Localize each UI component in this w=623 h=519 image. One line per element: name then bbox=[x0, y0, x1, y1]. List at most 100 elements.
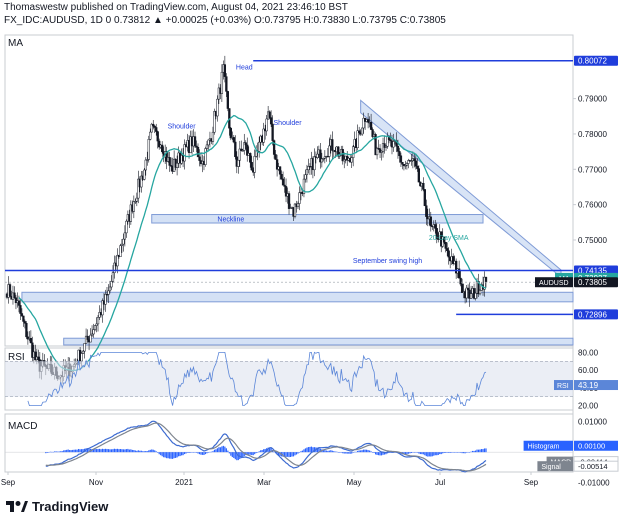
macd-histogram-bar bbox=[161, 452, 163, 457]
candle-body bbox=[223, 64, 227, 77]
macd-histogram-bar bbox=[307, 447, 310, 453]
candle-body bbox=[307, 166, 310, 171]
candle-body bbox=[356, 130, 359, 148]
annotation-label: Neckline bbox=[217, 217, 244, 224]
macd-histogram-bar bbox=[279, 452, 281, 456]
macd-histogram-bar bbox=[264, 448, 266, 453]
rsi-tick-label: 20.00 bbox=[578, 402, 599, 411]
macd-histogram-bar bbox=[222, 445, 224, 453]
macd-histogram-bar bbox=[298, 452, 301, 453]
candle-body bbox=[323, 156, 326, 159]
macd-histogram-bar bbox=[179, 452, 181, 457]
candle-body bbox=[265, 118, 268, 132]
candle-body bbox=[338, 155, 341, 157]
macd-histogram-bar bbox=[72, 449, 74, 453]
macd-histogram-bar bbox=[63, 450, 65, 453]
candle-body bbox=[399, 155, 403, 163]
macd-histogram-bar bbox=[233, 452, 235, 459]
candle-body bbox=[246, 144, 249, 156]
candle-body bbox=[26, 336, 30, 340]
candle-body bbox=[358, 130, 361, 133]
tradingview-logo[interactable]: TradingView bbox=[6, 497, 108, 515]
candle-body bbox=[161, 144, 164, 153]
candle-body bbox=[320, 158, 324, 163]
chart[interactable]: Head Shoulder Shoulder Neckline 20-Day SMA Se… bbox=[0, 0, 623, 490]
macd-histogram-bar bbox=[158, 452, 160, 455]
candle-body bbox=[434, 224, 437, 229]
macd-histogram-bar bbox=[51, 451, 53, 453]
macd-histogram-bar bbox=[360, 450, 362, 453]
macd-histogram-bar bbox=[243, 452, 245, 457]
macd-histogram-bar bbox=[210, 451, 213, 453]
macd-histogram-bar bbox=[122, 449, 124, 453]
macd-histogram-bar bbox=[149, 449, 151, 453]
macd-histogram-bar bbox=[277, 452, 280, 456]
macd-histogram-bar bbox=[236, 452, 238, 461]
macd-histogram-bar bbox=[166, 452, 168, 459]
macd-histogram-bar bbox=[449, 452, 451, 453]
candle-body bbox=[243, 142, 246, 151]
macd-histogram-bar bbox=[242, 452, 244, 458]
candle-body bbox=[122, 238, 125, 245]
macd-histogram-bar bbox=[49, 451, 51, 453]
macd-histogram-bar bbox=[173, 452, 175, 459]
symbol-ohlc: FX_IDC:AUDUSD, 1D 0 0.73812 ▲ +0.00025 (… bbox=[4, 15, 446, 26]
macd-histogram-bar bbox=[419, 452, 421, 455]
candle-body bbox=[150, 123, 153, 133]
candle-body bbox=[278, 166, 282, 175]
macd-histogram-bar bbox=[452, 452, 454, 453]
macd-histogram-bar bbox=[209, 451, 211, 453]
macd-histogram-bar bbox=[304, 448, 307, 453]
macd-histogram-bar bbox=[412, 452, 414, 453]
macd-histogram-bar bbox=[227, 450, 229, 453]
macd-histogram-bar bbox=[421, 452, 423, 455]
macd-histogram-bar bbox=[269, 447, 271, 453]
pane-title-rsi: RSI bbox=[8, 352, 25, 363]
candle-body bbox=[435, 228, 438, 239]
candle-body bbox=[196, 147, 200, 158]
macd-histogram-bar bbox=[427, 452, 429, 457]
macd-histogram-bar bbox=[203, 452, 205, 456]
candle-body bbox=[396, 145, 400, 152]
macd-histogram-bar bbox=[376, 452, 378, 455]
annotation-label: 20-Day SMA bbox=[429, 235, 469, 242]
macd-histogram-bar bbox=[460, 452, 462, 453]
candle-body bbox=[446, 248, 449, 252]
macd-histogram-bar bbox=[213, 449, 216, 453]
price-label-text: 0.74135 bbox=[578, 267, 607, 276]
macd-histogram-bar bbox=[446, 452, 448, 453]
candle-body bbox=[275, 159, 279, 170]
candle-body bbox=[350, 157, 353, 163]
macd-histogram-bar bbox=[380, 452, 383, 456]
macd-histogram-bar bbox=[55, 451, 57, 453]
macd-histogram-bar bbox=[78, 448, 80, 453]
candle-body bbox=[238, 148, 241, 161]
macd-histogram-bar bbox=[442, 452, 444, 454]
macd-histogram-bar bbox=[182, 452, 184, 456]
candle-body bbox=[405, 163, 409, 166]
macd-histogram-bar bbox=[480, 449, 483, 453]
macd-histogram-bar bbox=[121, 449, 123, 453]
macd-histogram-bar bbox=[479, 449, 481, 453]
candle-body bbox=[444, 242, 447, 249]
candle-body bbox=[120, 243, 124, 246]
candle-body bbox=[125, 220, 128, 234]
price-label-text: 0.72896 bbox=[578, 310, 607, 319]
macd-histogram-bar bbox=[45, 452, 47, 454]
candle-body bbox=[92, 329, 95, 335]
macd-value-text: -0.00514 bbox=[578, 462, 608, 471]
macd-histogram-bar bbox=[200, 452, 202, 455]
macd-histogram-bar bbox=[306, 447, 308, 453]
macd-histogram-bar bbox=[471, 450, 474, 453]
candle-body bbox=[156, 131, 159, 142]
rsi-value-text: 43.19 bbox=[578, 381, 599, 390]
macd-histogram-bar bbox=[439, 452, 441, 455]
macd-histogram-bar bbox=[146, 451, 148, 453]
macd-histogram-bar bbox=[458, 452, 460, 453]
candle-body bbox=[237, 159, 240, 167]
macd-value-text: 0.00100 bbox=[578, 442, 605, 451]
macd-histogram-bar bbox=[188, 452, 190, 453]
macd-histogram-bar bbox=[70, 450, 72, 453]
macd-histogram-bar bbox=[303, 449, 305, 453]
macd-histogram-bar bbox=[160, 452, 162, 456]
